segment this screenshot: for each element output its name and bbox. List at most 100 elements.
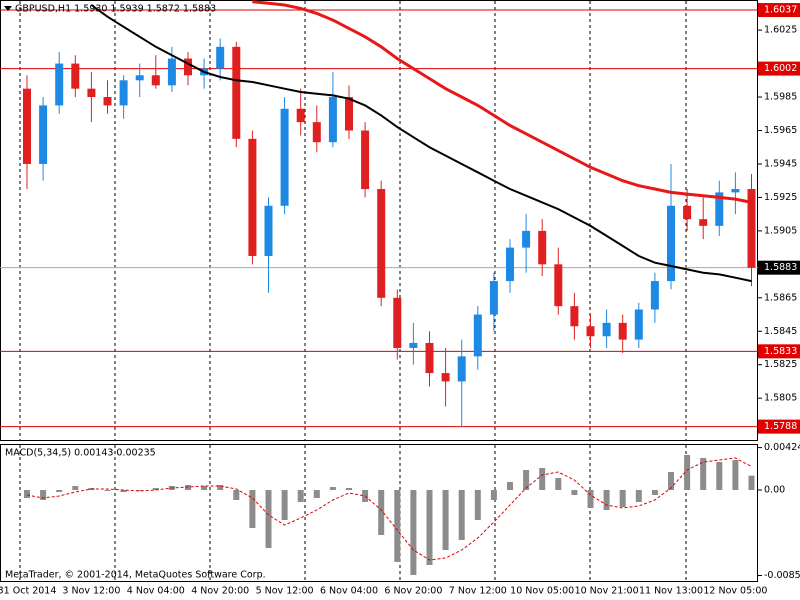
candle-body — [328, 97, 337, 143]
period-separators — [19, 1, 687, 582]
candle-body — [747, 189, 756, 268]
histogram-bar — [378, 490, 385, 535]
candle-body — [248, 138, 257, 256]
x-tick-label: 31 Oct 2014 — [0, 586, 56, 597]
line — [90, 4, 752, 283]
histogram-bar — [700, 458, 707, 490]
histogram-bar — [442, 490, 449, 550]
candle-body — [570, 306, 579, 327]
candle-body — [409, 342, 418, 348]
histogram-bar — [716, 462, 723, 490]
x-tick-label: 4 Nov 20:00 — [191, 586, 249, 597]
candle-body — [296, 108, 305, 123]
candle-body — [731, 189, 740, 193]
candle-body — [683, 205, 692, 220]
x-tick-label: 6 Nov 20:00 — [384, 586, 442, 597]
histogram-bar — [297, 490, 304, 502]
candle-body — [377, 189, 386, 298]
price-level-box — [758, 419, 800, 434]
histogram-bar — [72, 486, 79, 490]
x-tick-label: 11 Nov 13:00 — [639, 586, 703, 597]
histogram-bar — [426, 490, 433, 565]
histogram-bar — [523, 470, 530, 490]
candle-body — [135, 75, 144, 81]
y-tick-label: 1.5925 — [764, 192, 797, 203]
histogram-bar — [40, 490, 47, 500]
histogram-bar — [748, 475, 755, 490]
histogram-bar — [233, 490, 240, 500]
histogram-bar — [329, 487, 336, 490]
y-tick-label: 1.5865 — [764, 292, 797, 303]
line — [26, 457, 752, 561]
x-tick-label: 10 Nov 21:00 — [575, 586, 639, 597]
histogram-bar — [587, 490, 594, 508]
plot-area — [24, 455, 755, 575]
candle-body — [151, 75, 160, 86]
price-level-label: 1.5788 — [764, 421, 797, 432]
price-level-label: 1.5833 — [764, 346, 797, 357]
candle-body — [216, 46, 225, 69]
x-tick-label: 6 Nov 04:00 — [320, 586, 378, 597]
histogram-bar — [635, 490, 642, 502]
y-tick-label: 1.5965 — [764, 125, 797, 136]
histogram-bar — [281, 490, 288, 520]
histogram-bar — [394, 490, 401, 562]
candle-body — [55, 63, 64, 106]
histogram-bar — [474, 490, 481, 520]
candle-body — [618, 322, 627, 340]
candle-body — [473, 314, 482, 357]
x-tick-label: 12 Nov 05:00 — [703, 586, 767, 597]
x-tick-label: 4 Nov 04:00 — [127, 586, 185, 597]
candle-body — [441, 373, 450, 382]
candle-body — [489, 281, 498, 315]
histogram-bar — [104, 490, 111, 491]
candle-body — [715, 192, 724, 226]
candle-body — [232, 46, 241, 139]
price-level-label: 1.6002 — [764, 63, 797, 74]
histogram-bar — [249, 490, 256, 528]
candle-body — [425, 342, 434, 374]
y-tick-label: 1.5945 — [764, 158, 797, 169]
candle-body — [522, 230, 531, 248]
x-tick-label: 10 Nov 05:00 — [510, 586, 574, 597]
histogram-bar — [507, 482, 513, 490]
indicator-title: MACD(5,34,5) 0.00143 0.00235 — [5, 448, 156, 459]
candle-body — [602, 322, 611, 337]
candle-body — [667, 205, 675, 282]
candle-body — [650, 281, 659, 310]
histogram-bar — [201, 486, 208, 490]
y-tick-label: 1.6025 — [764, 25, 797, 36]
histogram-bar — [152, 488, 159, 490]
candle-body — [538, 230, 547, 265]
candle-body — [264, 205, 273, 256]
candle-body — [586, 326, 595, 337]
candle-body — [103, 97, 112, 106]
x-tick-label: 5 Nov 12:00 — [256, 586, 314, 597]
y-tick-label: 1.5905 — [764, 225, 797, 236]
copyright: MetaTrader, © 2001-2014, MetaQuotes Soft… — [5, 570, 266, 581]
y-tick-label: 1.5985 — [764, 92, 797, 103]
collapse-arrow — [4, 6, 12, 11]
current-price-label: 1.5883 — [764, 262, 797, 273]
candle-body — [457, 356, 466, 382]
histogram-bar — [120, 490, 127, 492]
histogram-bar — [603, 490, 610, 510]
candle-body — [345, 97, 353, 131]
histogram-bar — [555, 478, 562, 490]
plot-area — [0, 0, 758, 428]
y-tick-label: 0.00 — [764, 485, 785, 496]
histogram-bar — [668, 472, 674, 490]
price-level-box — [758, 344, 800, 359]
y-tick-label: -0.00855 — [764, 570, 800, 581]
histogram-bar — [346, 488, 352, 490]
histogram-bar — [136, 490, 143, 491]
histogram-bar — [571, 490, 578, 495]
x-tick-label: 3 Nov 12:00 — [62, 586, 120, 597]
price-level-box — [758, 61, 800, 76]
candle-body — [554, 264, 563, 307]
y-tick-label: 1.5805 — [764, 393, 797, 404]
candle-body — [119, 80, 128, 106]
y-tick-label: 0.00424 — [764, 442, 800, 453]
